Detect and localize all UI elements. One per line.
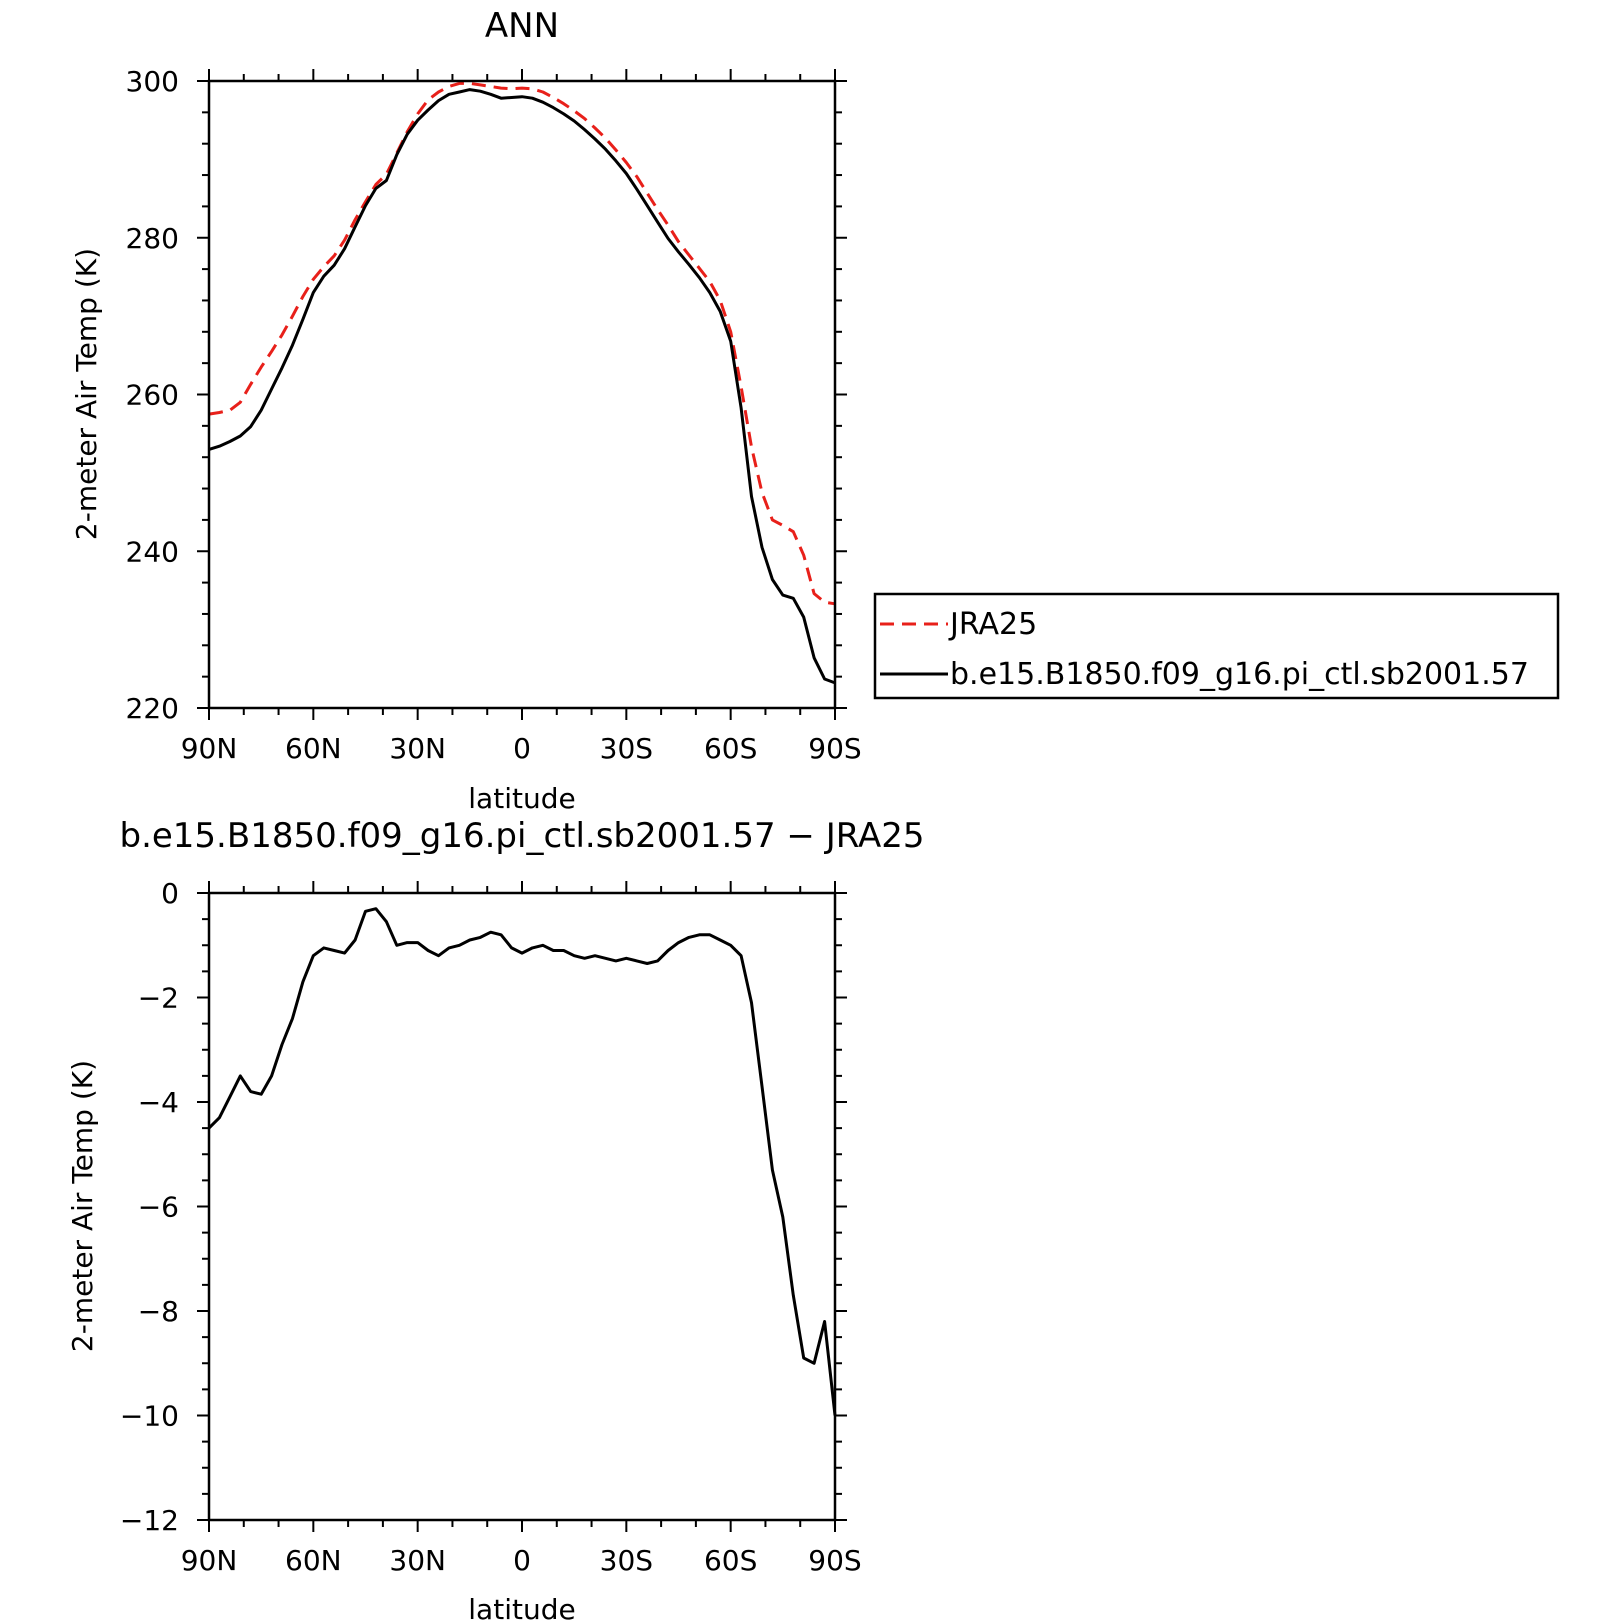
bottom-x-tick-labels: 90N 60N 30N 0 30S 60S 90S [181, 1544, 862, 1577]
top-x-axis-label: latitude [468, 782, 575, 815]
difference-line [207, 907, 837, 1416]
x-tick-label: 90S [808, 732, 861, 765]
bottom-y-axis-label: 2-meter Air Temp (K) [66, 1060, 99, 1352]
legend-label-model: b.e15.B1850.f09_g16.pi_ctl.sb2001.57 [950, 657, 1529, 692]
y-tick-label: 0 [161, 877, 179, 910]
top-plot-frame [207, 79, 837, 710]
bottom-chart-title: b.e15.B1850.f09_g16.pi_ctl.sb2001.57 − J… [119, 816, 924, 856]
y-tick-label: 260 [126, 379, 179, 412]
x-tick-label: 90N [181, 732, 238, 765]
x-tick-label: 30N [389, 1544, 446, 1577]
bottom-y-tick-labels: 0 −2 −4 −6 −8 −10 −12 [120, 877, 179, 1537]
top-axis-ticks [197, 69, 847, 720]
y-tick-label: 220 [126, 692, 179, 725]
top-y-axis-label: 2-meter Air Temp (K) [70, 248, 103, 540]
x-tick-label: 60N [285, 732, 342, 765]
x-tick-label: 60S [704, 1544, 757, 1577]
y-tick-label: −12 [120, 1504, 179, 1537]
bottom-panel: b.e15.B1850.f09_g16.pi_ctl.sb2001.57 − J… [66, 816, 925, 1624]
bottom-plot-frame [207, 891, 837, 1522]
legend: JRA25 b.e15.B1850.f09_g16.pi_ctl.sb2001.… [873, 592, 1560, 700]
y-tick-label: −10 [120, 1400, 179, 1433]
legend-box [873, 592, 1560, 700]
bottom-x-axis-label: latitude [468, 1593, 575, 1624]
y-tick-label: 280 [126, 222, 179, 255]
y-tick-label: 300 [126, 65, 179, 98]
bottom-axis-ticks [197, 881, 847, 1532]
y-tick-label: −4 [138, 1086, 179, 1119]
x-tick-label: 0 [513, 732, 531, 765]
x-tick-label: 30S [600, 732, 653, 765]
top-chart-title: ANN [485, 6, 559, 46]
top-x-tick-labels: 90N 60N 30N 0 30S 60S 90S [181, 732, 862, 765]
legend-label-jra25: JRA25 [948, 607, 1037, 642]
series-line-model [208, 88, 836, 685]
bottom-series-lines [207, 907, 837, 1416]
x-tick-label: 90S [808, 1544, 861, 1577]
x-tick-label: 30N [389, 732, 446, 765]
top-y-tick-labels: 220 240 260 280 300 [126, 65, 179, 725]
y-tick-label: 240 [126, 535, 179, 568]
y-tick-label: −6 [138, 1191, 179, 1224]
x-tick-label: 30S [600, 1544, 653, 1577]
x-tick-label: 0 [513, 1544, 531, 1577]
y-tick-label: −2 [138, 982, 179, 1015]
series-line-jra25 [208, 81, 836, 606]
top-series-lines [208, 81, 836, 685]
y-tick-label: −8 [138, 1295, 179, 1328]
x-tick-label: 60S [704, 732, 757, 765]
x-tick-label: 60N [285, 1544, 342, 1577]
x-tick-label: 90N [181, 1544, 238, 1577]
